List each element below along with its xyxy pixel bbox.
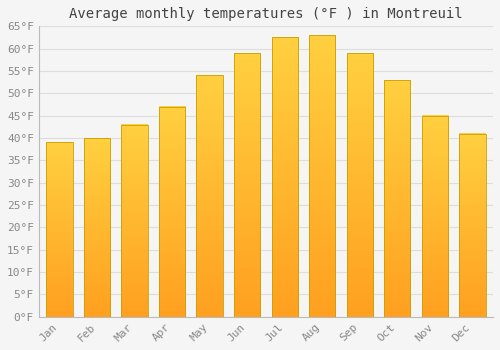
Bar bbox=[46, 142, 72, 317]
Title: Average monthly temperatures (°F ) in Montreuil: Average monthly temperatures (°F ) in Mo… bbox=[69, 7, 462, 21]
Bar bbox=[384, 80, 410, 317]
Bar bbox=[196, 76, 223, 317]
Bar bbox=[122, 125, 148, 317]
Bar bbox=[159, 107, 185, 317]
Bar bbox=[422, 116, 448, 317]
Bar bbox=[346, 53, 373, 317]
Bar bbox=[234, 53, 260, 317]
Bar bbox=[272, 37, 298, 317]
Bar bbox=[84, 138, 110, 317]
Bar bbox=[309, 35, 336, 317]
Bar bbox=[460, 134, 485, 317]
